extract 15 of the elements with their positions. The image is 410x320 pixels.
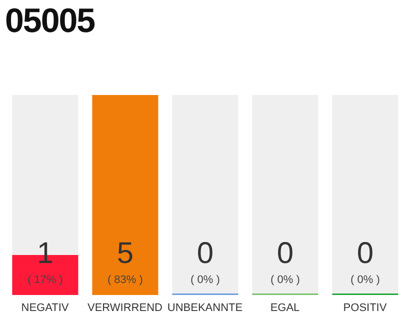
annotation: ( 0% )	[190, 274, 220, 286]
chart-title: 05005	[5, 2, 95, 41]
x-tick-label: UNBEKANNTE	[167, 302, 243, 314]
data-label: 5	[116, 237, 134, 270]
data-label: 0	[356, 237, 374, 270]
x-tick-label: VERWIRREND	[88, 302, 163, 314]
annotation: ( 0% )	[270, 274, 300, 286]
x-tick-label: EGAL	[270, 302, 300, 314]
x-tick-label: NEGATIV	[21, 302, 70, 314]
x-tick-label: POSITIV	[343, 302, 388, 314]
annotation: ( 83% )	[107, 274, 143, 286]
annotation: ( 0% )	[350, 274, 380, 286]
annotation: ( 17% )	[27, 274, 63, 286]
data-label: 0	[196, 237, 214, 270]
data-label: 0	[276, 237, 294, 270]
